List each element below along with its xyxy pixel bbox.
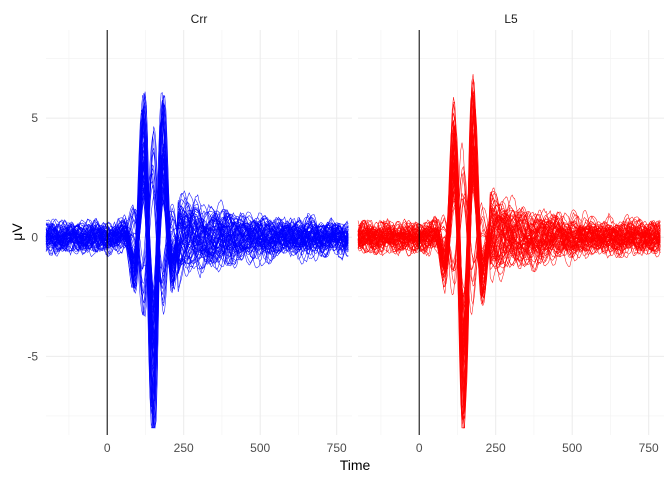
panel-crr-x-tick-label-0: 0 [104,441,111,455]
panel-crr-x-ticks: 0 250 500 750 [104,441,347,455]
panel-crr-title: Crr [191,12,208,26]
panel-l5-x-tick-label-3: 750 [639,441,659,455]
panel-crr-x-tick-label-2: 500 [250,441,270,455]
x-axis-title: Time [340,457,371,473]
panel-l5-trace-60 [357,137,661,366]
panel-crr-trace-49 [45,126,349,318]
panel-crr-trace-64 [45,180,349,313]
panel-l5-trace-51 [357,142,661,352]
panel-l5-traces [357,74,661,429]
panel-l5-trace-68 [357,163,661,341]
panel-crr-trace-69 [45,102,349,426]
panel-crr-trace-68 [45,160,349,342]
y-axis-title: μV [9,223,25,241]
panel-l5-trace-69 [357,180,661,298]
panel-l5-x-tick-label-1: 250 [486,441,506,455]
panel-l5-trace-58 [357,106,661,410]
panel-l5-x-tick-label-0: 0 [416,441,423,455]
panel-crr-trace-63 [45,194,349,273]
panel-crr-x-tick-label-1: 250 [174,441,194,455]
y-axis-ticks: -5 0 5 [27,111,38,363]
panel-l5-x-ticks: 0 250 500 750 [416,441,659,455]
panel-crr-trace-67 [45,143,349,363]
panel-l5-trace-56 [357,170,661,287]
panel-crr-x-tick-label-3: 750 [327,441,347,455]
panel-l5-trace-67 [357,148,661,347]
y-tick-label-1: 0 [31,230,38,244]
panel-crr-trace-65 [45,158,349,346]
panel-crr-traces [45,91,349,429]
panel-crr-trace-51 [45,187,349,303]
panel-crr-trace-37 [45,171,349,286]
panel-l5-title: L5 [504,12,518,26]
panel-l5-trace-65 [357,198,661,271]
panel-crr: Crr 0 250 500 750 [45,12,352,455]
panel-crr-trace-66 [45,105,349,418]
y-tick-label-0: -5 [27,349,38,363]
panel-l5-trace-53 [357,179,661,319]
y-tick-label-2: 5 [31,111,38,125]
panel-crr-trace-62 [45,152,349,357]
panel-l5: L5 0 250 500 750 [357,12,664,455]
panel-l5-x-tick-label-2: 500 [562,441,582,455]
panel-crr-trace-8 [45,159,349,357]
panel-l5-trace-66 [357,147,661,355]
